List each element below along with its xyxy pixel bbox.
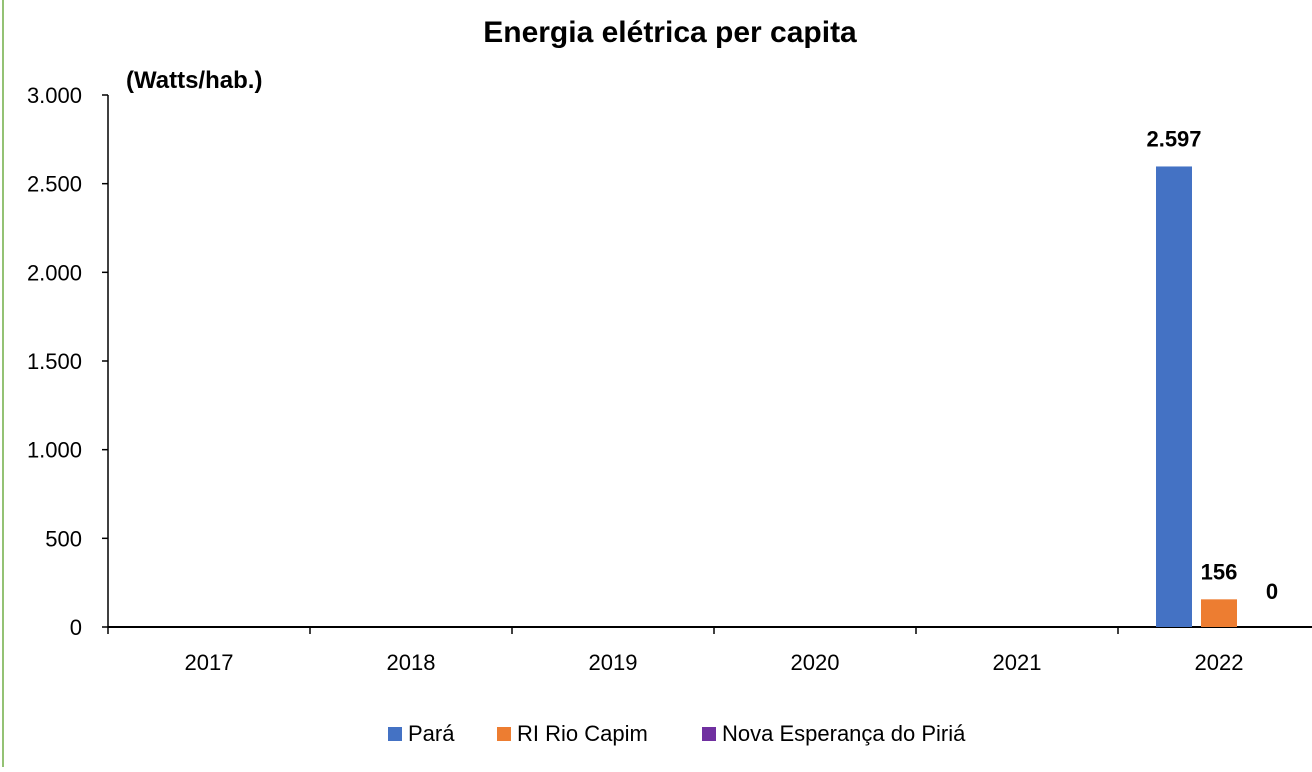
legend-swatch bbox=[702, 727, 716, 741]
y-axis: 0 500 1.000 1.500 2.000 2.500 3.000 bbox=[27, 83, 109, 640]
legend-label: Nova Esperança do Piriá bbox=[722, 721, 966, 746]
x-tick-label: 2018 bbox=[387, 650, 436, 675]
legend: Pará RI Rio Capim Nova Esperança do Piriá bbox=[388, 721, 966, 746]
bar-par-2022 bbox=[1156, 166, 1192, 627]
data-label: 2.597 bbox=[1146, 126, 1201, 151]
x-tick-label: 2017 bbox=[185, 650, 234, 675]
chart-title: Energia elétrica per capita bbox=[483, 16, 857, 49]
data-label: 0 bbox=[1266, 579, 1278, 604]
legend-swatch bbox=[497, 727, 511, 741]
x-axis: 2017 2018 2019 2020 2021 2022 bbox=[107, 626, 1312, 675]
y-tick-label: 2.000 bbox=[27, 260, 82, 285]
bar-ri-rio-capim-2022 bbox=[1201, 599, 1237, 627]
y-axis-label: (Watts/hab.) bbox=[126, 67, 262, 94]
x-tick-label: 2022 bbox=[1195, 650, 1244, 675]
y-tick-label: 1.500 bbox=[27, 349, 82, 374]
x-tick-label: 2021 bbox=[993, 650, 1042, 675]
y-tick-label: 1.000 bbox=[27, 438, 82, 463]
x-tick-label: 2020 bbox=[791, 650, 840, 675]
data-label: 156 bbox=[1201, 559, 1238, 584]
legend-swatch bbox=[388, 727, 402, 741]
y-tick-label: 3.000 bbox=[27, 83, 82, 108]
y-tick-label: 2.500 bbox=[27, 172, 82, 197]
x-tick-label: 2019 bbox=[589, 650, 638, 675]
y-tick-label: 0 bbox=[70, 615, 82, 640]
legend-label: RI Rio Capim bbox=[517, 721, 648, 746]
legend-label: Pará bbox=[408, 721, 455, 746]
bars-layer: 2.597 156 0 bbox=[1146, 126, 1278, 627]
y-tick-label: 500 bbox=[45, 526, 82, 551]
